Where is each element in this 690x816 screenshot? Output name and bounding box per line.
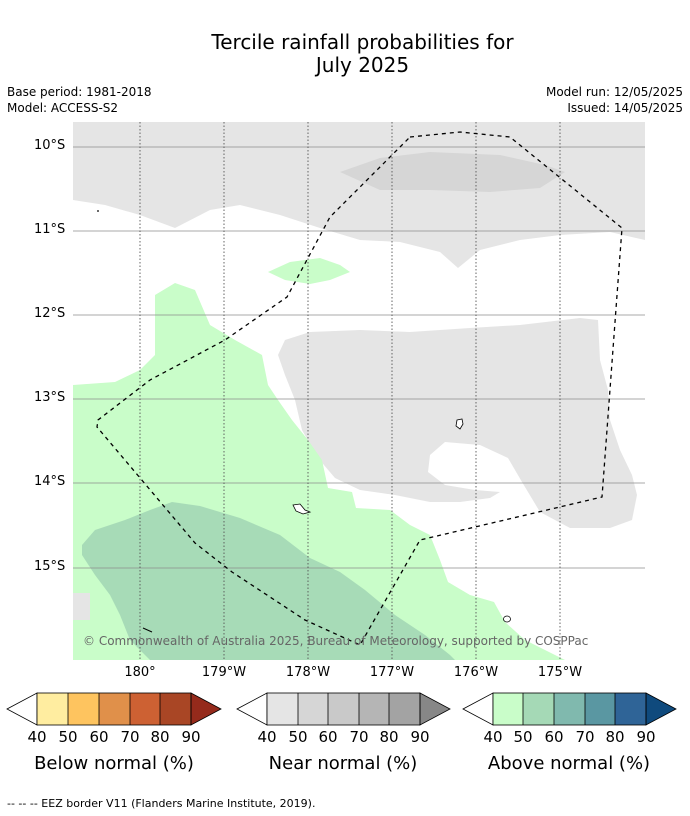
- meta-right: Model run: 12/05/2025 Issued: 14/05/2025: [546, 84, 683, 116]
- lat-label-11s: 11°S: [34, 222, 66, 237]
- colorbar-near-50: [298, 693, 328, 725]
- tick-label: 80: [150, 728, 170, 746]
- colorbar-below-80: [160, 693, 191, 725]
- eez-footnote: -- -- -- EEZ border V11 (Flanders Marine…: [7, 797, 316, 810]
- colorbar-above: [462, 692, 677, 726]
- colorbar-below-60: [99, 693, 130, 725]
- tick-label: 60: [544, 728, 564, 746]
- colorbar-near-40: [267, 693, 298, 725]
- colorbar-above-60: [554, 693, 585, 725]
- lon-label-175w: 175°W: [537, 665, 583, 680]
- longitude-gridlines: [139, 122, 561, 660]
- colorbar-above-title: Above normal (%): [487, 753, 651, 774]
- colorbar-above-70: [585, 693, 615, 725]
- tick-label: 80: [605, 728, 625, 746]
- lon-label-179w: 179°W: [201, 665, 247, 680]
- tick-label: 70: [349, 728, 369, 746]
- above-normal-region-50: [82, 502, 455, 660]
- tick-label: 60: [89, 728, 109, 746]
- colorbar-near: [236, 692, 451, 726]
- island-niuafoou: [503, 615, 511, 623]
- issued-date: Issued: 14/05/2025: [567, 101, 683, 115]
- copyright-text: © Commonwealth of Australia 2025, Bureau…: [83, 634, 588, 648]
- lat-label-10s: 10°S: [34, 138, 66, 153]
- lat-label-15s: 15°S: [34, 559, 66, 574]
- tick-label: 70: [575, 728, 595, 746]
- title-line-2: July 2025: [315, 53, 410, 77]
- eez-border: [96, 131, 623, 646]
- colorbar-above-40: [493, 693, 523, 725]
- colorbar-above-left-arrow: [462, 692, 494, 726]
- tick-label: 90: [636, 728, 656, 746]
- tick-label: 70: [120, 728, 140, 746]
- base-period: Base period: 1981-2018: [7, 85, 152, 99]
- colorbar-below-title: Below normal (%): [34, 753, 194, 774]
- tick-label: 90: [410, 728, 430, 746]
- colorbar-below-90-arrow: [191, 693, 221, 725]
- meta-left: Base period: 1981-2018 Model: ACCESS-S2: [7, 84, 152, 116]
- model-name: Model: ACCESS-S2: [7, 101, 119, 115]
- island-wallis: [455, 418, 464, 430]
- tick-label: 50: [58, 728, 78, 746]
- island-dot: [97, 210, 99, 212]
- tick-label: 40: [483, 728, 503, 746]
- chart-title: Tercile rainfall probabilities for July …: [0, 31, 690, 77]
- tick-label: 50: [513, 728, 533, 746]
- colorbar-below-50: [68, 693, 99, 725]
- tick-label: 40: [27, 728, 47, 746]
- lat-label-14s: 14°S: [34, 474, 66, 489]
- island-futuna: [292, 503, 312, 515]
- lat-label-13s: 13°S: [34, 390, 66, 405]
- tick-label: 90: [181, 728, 201, 746]
- colorbar-near-70: [359, 693, 389, 725]
- colorbar-above-80: [615, 693, 646, 725]
- title-line-1: Tercile rainfall probabilities for: [211, 30, 514, 54]
- lon-label-176w: 176°W: [453, 665, 499, 680]
- tick-label: 40: [257, 728, 277, 746]
- map-layers: © Commonwealth of Australia 2025, Bureau…: [73, 122, 645, 660]
- colorbar-near-80: [389, 693, 420, 725]
- lon-label-177w: 177°W: [369, 665, 415, 680]
- tick-label: 60: [318, 728, 338, 746]
- colorbar-near-60: [328, 693, 359, 725]
- model-run: Model run: 12/05/2025: [545, 85, 683, 99]
- colorbar-near-left-arrow: [236, 692, 268, 726]
- lat-label-12s: 12°S: [34, 306, 66, 321]
- colorbar-above-50: [523, 693, 554, 725]
- colorbar-below: [6, 692, 222, 726]
- lon-label-178w: 178°W: [285, 665, 331, 680]
- above-normal-region-small: [268, 258, 350, 284]
- colorbar-near-90-arrow: [420, 693, 450, 725]
- tick-label: 80: [379, 728, 399, 746]
- colorbar-near-title: Near normal (%): [268, 753, 418, 774]
- colorbar-above-90-arrow: [646, 693, 676, 725]
- near-normal-region-north-50: [340, 152, 565, 192]
- island-small: [142, 627, 153, 633]
- near-normal-patch-west: [73, 593, 90, 620]
- colorbar-below-40: [37, 693, 68, 725]
- lon-label-180: 180°: [124, 665, 156, 680]
- colorbar-below-70: [130, 693, 160, 725]
- colorbar-below-left-arrow: [6, 692, 38, 726]
- latitude-gridlines: [73, 146, 645, 569]
- tick-label: 50: [288, 728, 308, 746]
